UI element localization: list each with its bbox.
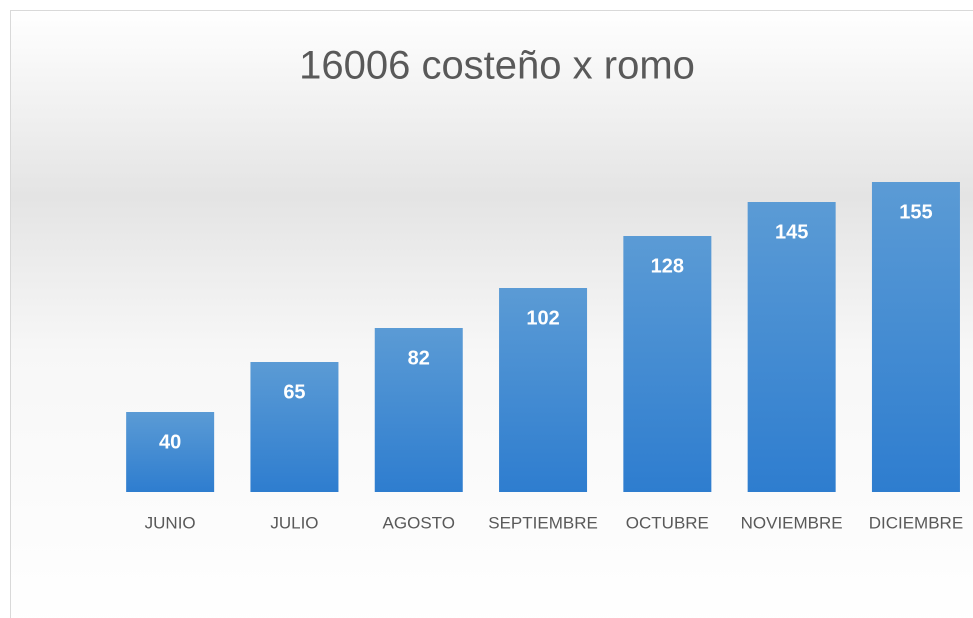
- bar: [250, 362, 339, 492]
- x-tick-label: NOVIEMBRE: [741, 513, 843, 532]
- x-tick-label: JUNIO: [145, 513, 196, 532]
- data-label: 102: [526, 307, 559, 329]
- x-tick-label: SEPTIEMBRE: [488, 513, 598, 532]
- data-label: 128: [651, 255, 684, 277]
- bar: [747, 202, 836, 492]
- data-label: 82: [408, 347, 430, 369]
- x-tick-label: OCTUBRE: [626, 513, 709, 532]
- bar: [499, 288, 588, 492]
- data-label: 65: [283, 381, 305, 403]
- bar: [126, 412, 215, 492]
- chart-title: 16006 costeño x romo: [299, 44, 695, 88]
- bar: [374, 328, 463, 492]
- bar: [871, 182, 960, 492]
- data-label: 145: [775, 221, 808, 243]
- x-tick-label: DICIEMBRE: [869, 513, 963, 532]
- bar: [623, 236, 712, 492]
- x-tick-label: AGOSTO: [383, 513, 455, 532]
- data-label: 155: [899, 201, 932, 223]
- x-tick-label: JULIO: [270, 513, 318, 532]
- data-label: 40: [159, 431, 181, 453]
